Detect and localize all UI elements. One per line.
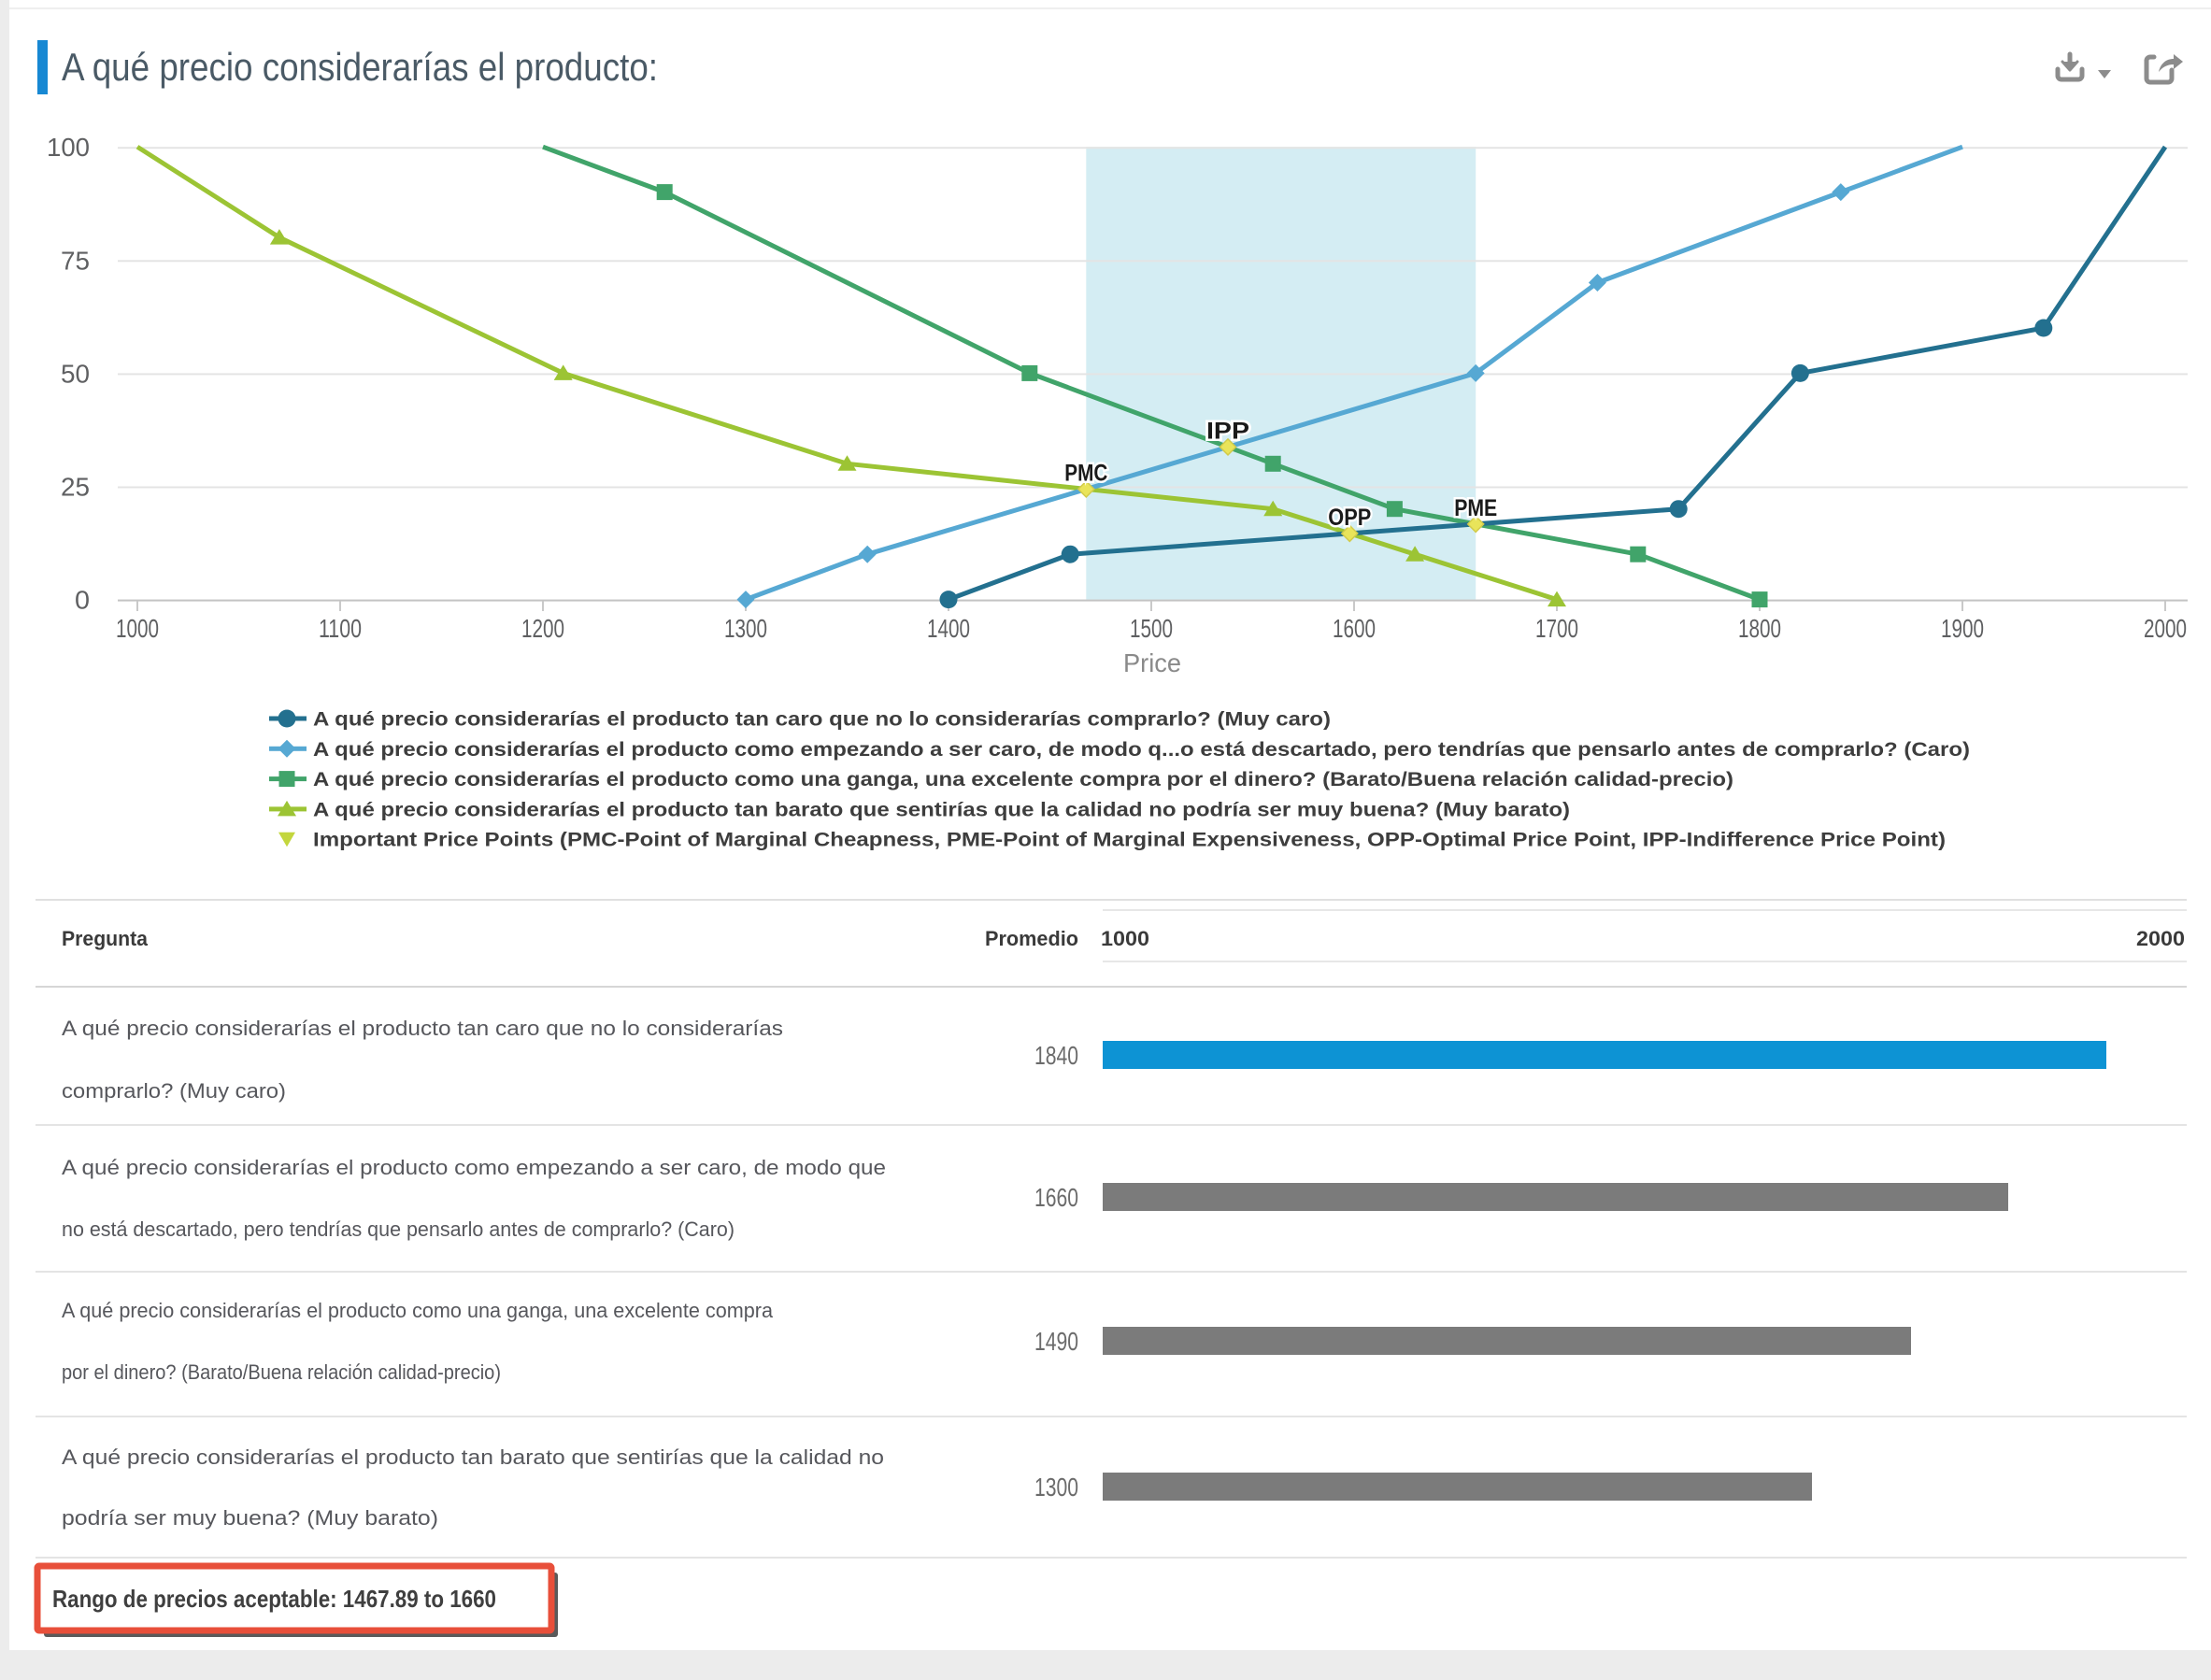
svg-text:1490: 1490 (1034, 1327, 1078, 1356)
svg-text:A qué precio considerarías el: A qué precio considerarías el producto t… (313, 799, 1570, 820)
svg-text:Important Price Points (PMC-Po: Important Price Points (PMC-Point of Mar… (313, 830, 1946, 851)
svg-text:100: 100 (47, 133, 90, 162)
svg-text:1400: 1400 (927, 614, 970, 643)
svg-text:1840: 1840 (1034, 1041, 1078, 1070)
svg-text:1500: 1500 (1130, 614, 1173, 643)
svg-text:1660: 1660 (1034, 1183, 1078, 1212)
svg-text:2000: 2000 (2136, 927, 2185, 950)
svg-text:podría ser muy buena? (Muy bar: podría ser muy buena? (Muy barato) (62, 1506, 438, 1530)
svg-text:IPP: IPP (1206, 418, 1249, 444)
svg-text:1200: 1200 (521, 614, 564, 643)
svg-text:no está descartado, pero tendr: no está descartado, pero tendrías que pe… (62, 1217, 735, 1241)
svg-text:A qué precio considerarías el: A qué precio considerarías el producto c… (313, 769, 1733, 790)
svg-text:2000: 2000 (2144, 614, 2187, 643)
svg-text:1000: 1000 (116, 614, 159, 643)
svg-text:PME: PME (1454, 495, 1497, 521)
svg-text:1600: 1600 (1333, 614, 1376, 643)
svg-text:1100: 1100 (319, 614, 362, 643)
svg-text:A qué precio considerarías el: A qué precio considerarías el producto c… (62, 1156, 886, 1179)
svg-text:Promedio: Promedio (985, 927, 1078, 950)
svg-text:50: 50 (61, 359, 90, 388)
svg-text:A qué precio considerarías el: A qué precio considerarías el producto c… (62, 1299, 774, 1322)
svg-text:A qué precio considerarías el: A qué precio considerarías el producto t… (313, 709, 1331, 731)
svg-text:comprarlo? (Muy caro): comprarlo? (Muy caro) (62, 1079, 286, 1103)
svg-text:1900: 1900 (1941, 614, 1984, 643)
svg-text:1700: 1700 (1535, 614, 1578, 643)
svg-text:Pregunta: Pregunta (62, 927, 149, 950)
svg-text:Price: Price (1123, 648, 1181, 677)
svg-text:1800: 1800 (1738, 614, 1781, 643)
svg-text:1300: 1300 (724, 614, 767, 643)
svg-text:75: 75 (61, 246, 90, 275)
svg-text:por el dinero? (Barato/Buena r: por el dinero? (Barato/Buena relación ca… (62, 1360, 501, 1384)
svg-text:A qué precio considerarías el: A qué precio considerarías el producto: (62, 45, 658, 89)
svg-text:0: 0 (75, 586, 90, 615)
svg-text:A qué precio considerarías el: A qué precio considerarías el producto c… (313, 739, 1970, 761)
svg-text:1000: 1000 (1101, 927, 1149, 950)
svg-text:OPP: OPP (1328, 505, 1371, 531)
svg-text:Rango de precios aceptable: 14: Rango de precios aceptable: 1467.89 to 1… (52, 1585, 496, 1613)
svg-text:25: 25 (61, 473, 90, 502)
svg-text:PMC: PMC (1064, 461, 1107, 487)
svg-text:A qué precio considerarías el: A qué precio considerarías el producto t… (62, 1017, 783, 1040)
svg-text:A qué precio considerarías el: A qué precio considerarías el producto t… (62, 1445, 884, 1469)
svg-text:1300: 1300 (1034, 1473, 1078, 1502)
